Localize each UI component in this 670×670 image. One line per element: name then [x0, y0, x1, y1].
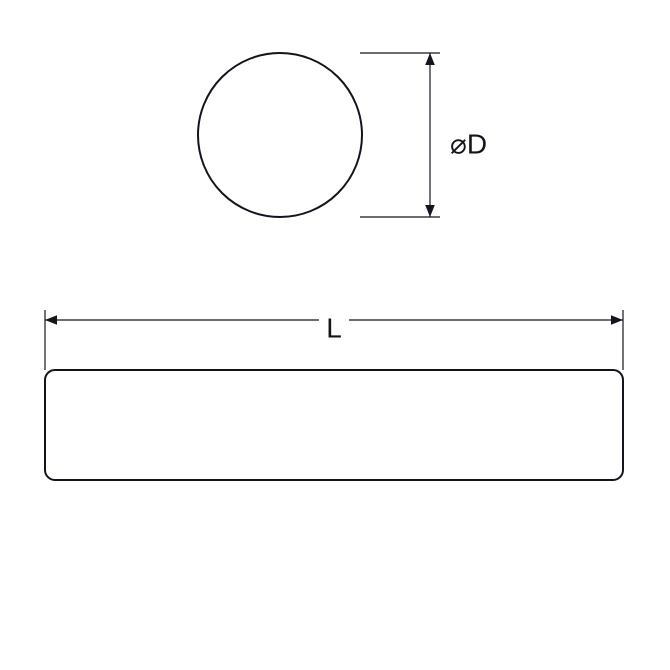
side-view-rect — [45, 370, 623, 480]
cross-section-circle — [198, 53, 362, 217]
length-label: L — [326, 312, 342, 343]
len-arrow-left — [45, 315, 57, 325]
technical-drawing: ⌀D L — [0, 0, 670, 670]
dia-arrow-bot — [425, 205, 435, 217]
diameter-label: ⌀D — [450, 128, 487, 159]
len-arrow-right — [611, 315, 623, 325]
dia-arrow-top — [425, 53, 435, 65]
